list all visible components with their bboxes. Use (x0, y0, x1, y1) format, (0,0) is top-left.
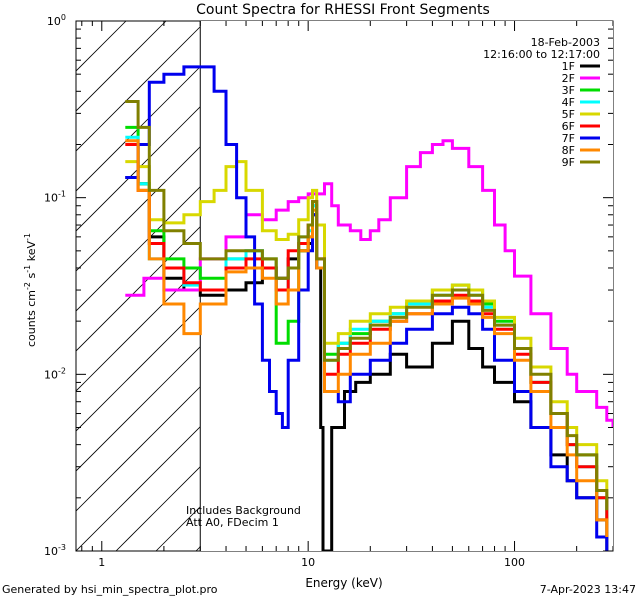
y-axis-label: counts cm-2 s-1 keV-1 (23, 233, 38, 347)
date-label: 18-Feb-2003 (531, 36, 600, 49)
legend-label-6F: 6F (562, 120, 575, 133)
time-range-label: 12:16:00 to 12:17:00 (483, 48, 600, 61)
legend-label-7F: 7F (562, 132, 575, 145)
y-label-sup2: -1 (23, 265, 32, 273)
y-label-main: counts cm (25, 290, 38, 347)
hatch-line (76, 21, 287, 232)
x-axis-label: Energy (keV) (305, 576, 382, 590)
y-tick-base: 10 (44, 368, 58, 381)
series-layer (125, 65, 613, 551)
legend-label-1F: 1F (562, 60, 575, 73)
legend-label-9F: 9F (562, 156, 575, 169)
footer-timestamp: 7-Apr-2023 13:47 (539, 583, 636, 596)
y-label-sup3: -1 (23, 233, 32, 241)
hatch-line (76, 21, 207, 152)
series-9F (125, 100, 609, 511)
annotation-line-1: Includes Background (186, 504, 301, 517)
y-label-mid: s (25, 272, 38, 281)
y-tick-base: 10 (44, 192, 58, 205)
x-tick-label: 10 (301, 556, 315, 569)
hatch-line (76, 21, 247, 192)
x-tick-label: 100 (504, 556, 525, 569)
y-tick-label: 10-2 (44, 366, 66, 381)
y-tick-label: 10-3 (44, 543, 66, 558)
y-tick-base: 10 (47, 15, 61, 28)
y-label-sup1: -2 (23, 282, 32, 290)
legend-label-4F: 4F (562, 96, 575, 109)
y-tick-label: 100 (47, 13, 66, 28)
chart-title: Count Spectra for RHESSI Front Segments (196, 2, 490, 18)
legend-label-2F: 2F (562, 72, 575, 85)
x-tick-label: 1 (98, 556, 105, 569)
hatch-line (76, 21, 167, 112)
hatch-mask (200, 21, 613, 551)
y-tick-label: 10-1 (44, 190, 66, 205)
legend-label-3F: 3F (562, 84, 575, 97)
y-tick-exponent: -3 (58, 543, 66, 552)
y-tick-exponent: -2 (58, 366, 66, 375)
footer-generated-by: Generated by hsi_min_spectra_plot.pro (2, 583, 218, 596)
y-tick-exponent: 0 (61, 13, 66, 22)
legend-label-8F: 8F (562, 144, 575, 157)
y-tick-exponent: -1 (58, 190, 66, 199)
y-label-end: keV (25, 241, 38, 265)
annotation-line-2: Att A0, FDecim 1 (186, 516, 279, 529)
legend-label-5F: 5F (562, 108, 575, 121)
y-tick-base: 10 (44, 545, 58, 558)
hatch-line (76, 21, 127, 72)
